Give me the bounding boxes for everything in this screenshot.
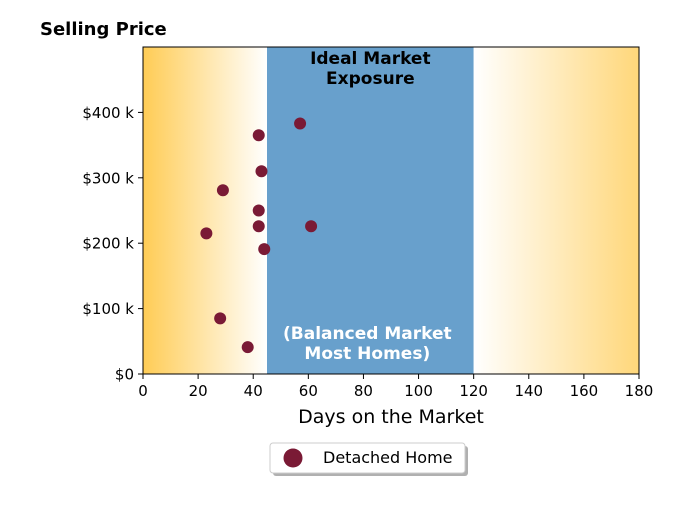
data-point (252, 129, 265, 142)
x-tick-label: 80 (354, 382, 373, 400)
zone-1 (267, 47, 474, 374)
y-tick-label: $100 k (82, 300, 134, 318)
plot-frame (142, 46, 640, 375)
x-tick-label: 160 (570, 382, 599, 400)
data-point (200, 227, 213, 240)
y-tick-label: $300 k (82, 169, 134, 187)
legend: Detached Home (269, 442, 468, 476)
y-tick-label: $400 k (82, 104, 134, 122)
x-axis-label: Days on the Market (298, 406, 484, 428)
data-point (252, 220, 265, 233)
chart-title: Selling Price (40, 19, 167, 40)
zone-0 (143, 47, 267, 374)
x-tick-label: 120 (459, 382, 488, 400)
x-tick-label: 0 (138, 382, 148, 400)
x-tick-label: 100 (404, 382, 433, 400)
y-tick-label: $200 k (82, 235, 134, 253)
background-zones (143, 47, 639, 374)
data-point (258, 243, 271, 256)
legend-marker (283, 448, 303, 468)
y-axis-ticks: $0 $100 k $200 k $300 k $400 k (82, 104, 143, 384)
annotation-top: Ideal Market Exposure (310, 49, 431, 89)
x-tick-label: 20 (189, 382, 208, 400)
x-tick-label: 180 (625, 382, 654, 400)
x-tick-label: 140 (514, 382, 543, 400)
x-axis-ticks: 0 20 40 60 80 100 120 140 160 180 (138, 374, 653, 400)
annotation-bottom: (Balanced Market Most Homes) (283, 324, 452, 364)
zone-annotations: Ideal Market Exposure (Balanced Market Most… (283, 49, 452, 364)
x-tick-label: 40 (244, 382, 263, 400)
data-point (216, 184, 229, 197)
legend-box (269, 442, 466, 474)
legend-label: Detached Home (323, 448, 453, 467)
data-point (255, 165, 268, 178)
data-point (241, 341, 254, 354)
y-tick-label: $0 (115, 366, 134, 384)
x-tick-label: 60 (299, 382, 318, 400)
scatter-points (200, 117, 318, 354)
data-point (305, 220, 318, 233)
zone-2 (473, 47, 639, 374)
data-point (214, 312, 227, 325)
data-point (294, 117, 307, 130)
data-point (252, 204, 265, 217)
